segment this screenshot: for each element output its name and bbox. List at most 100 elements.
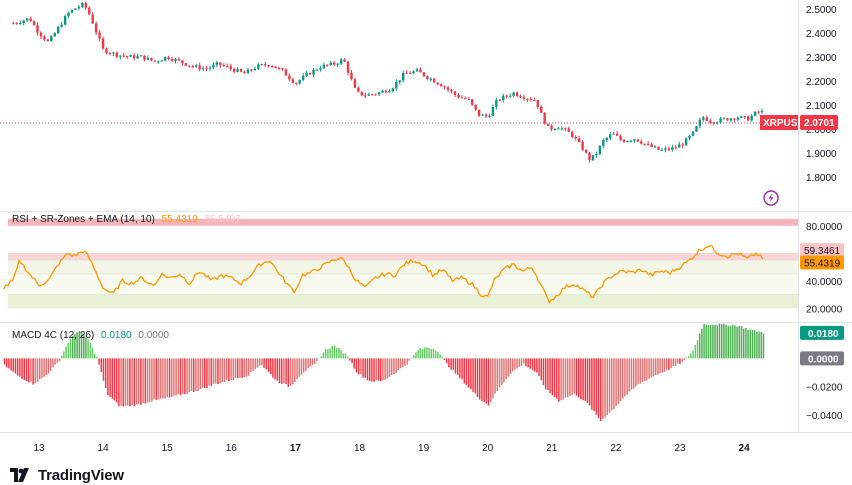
candle	[405, 70, 408, 74]
candle	[260, 63, 263, 66]
candle	[101, 36, 105, 51]
candle	[698, 117, 702, 129]
candle	[429, 77, 433, 82]
candle-body	[398, 80, 401, 83]
candle	[205, 65, 208, 72]
candle-body	[433, 78, 436, 83]
candle	[495, 97, 498, 110]
macd-bar	[727, 326, 730, 359]
candle	[84, 1, 88, 11]
macd-bar	[140, 358, 142, 405]
macd-bar	[49, 358, 52, 372]
macd-bar	[593, 358, 595, 412]
candle-body	[484, 114, 488, 117]
candle	[488, 113, 491, 118]
candle-body	[298, 80, 301, 84]
candle	[419, 67, 422, 73]
candle-body	[626, 141, 629, 143]
macd-axis: −0.0200 −0.0400	[806, 383, 843, 422]
candle	[374, 93, 377, 96]
price-pane[interactable]: 2.5000 2.4000 2.3000 2.2000 2.1000 2.0000 1.90…	[0, 1, 838, 206]
candle	[232, 67, 236, 74]
candle	[74, 8, 77, 10]
candle	[257, 62, 260, 70]
macd-bar	[113, 358, 116, 401]
macd-bar	[366, 358, 369, 381]
candle-body	[657, 146, 660, 150]
candle	[312, 68, 315, 78]
candle-body	[719, 118, 722, 123]
macd-bar	[316, 358, 318, 361]
macd-bar	[511, 358, 514, 372]
rsi-tick-label: 20.0000	[806, 304, 843, 315]
macd-bar	[5, 358, 8, 368]
macd-bar	[599, 358, 602, 421]
macd-pane[interactable]: −0.0200 −0.0400 0.0180 0.0000 MACD 4C (12,…	[3, 323, 844, 422]
candle-body	[743, 116, 746, 118]
candle	[329, 60, 332, 66]
macd-bar	[650, 358, 653, 378]
candle	[105, 47, 108, 55]
macd-histogram	[3, 323, 765, 421]
candle	[702, 115, 705, 122]
candle	[253, 66, 257, 71]
macd-bar	[738, 326, 741, 359]
candle-body	[571, 131, 574, 137]
candle-body	[439, 84, 443, 87]
macd-bar	[210, 358, 213, 386]
macd-bar	[177, 358, 180, 395]
candle	[740, 115, 743, 119]
macd-bar	[188, 358, 191, 392]
candle	[208, 66, 212, 71]
candle-body	[246, 69, 250, 74]
rsi-pane[interactable]: 80.0000 40.0000 20.0000 59.3461 55.4319 RSI…	[3, 214, 844, 315]
macd-bar	[201, 358, 204, 388]
macd-bar	[602, 358, 604, 419]
candle	[229, 63, 232, 71]
candle-body	[22, 20, 25, 23]
candle	[640, 139, 643, 145]
macd-bar	[588, 358, 591, 406]
candle-body	[581, 141, 584, 151]
macd-bar	[716, 325, 719, 359]
macd-bar	[463, 358, 466, 384]
rsi-tag-bg	[800, 243, 844, 258]
candle	[132, 53, 136, 61]
candle-body	[46, 39, 50, 41]
macd-bar	[562, 358, 565, 400]
candle-body	[691, 131, 695, 136]
candle-body	[191, 65, 194, 67]
candle	[377, 91, 381, 96]
candle	[357, 86, 360, 93]
candle	[46, 38, 50, 42]
candle	[650, 142, 653, 148]
candle-body	[250, 69, 253, 71]
macd-bar	[155, 358, 158, 400]
candle	[591, 155, 595, 162]
flash-icon[interactable]	[763, 190, 779, 206]
macd-bar	[305, 358, 307, 371]
candle-body	[67, 12, 70, 17]
candle	[70, 9, 74, 14]
macd-bar	[122, 358, 125, 407]
macd-bar	[575, 358, 578, 396]
candle-body	[622, 139, 626, 143]
brand[interactable]: TradingView	[10, 467, 124, 484]
candle-body	[522, 97, 526, 100]
time-axis[interactable]: 13 14 15 16 17 18 19 20 21 22 23 24	[33, 443, 750, 454]
macd-bar	[212, 358, 215, 385]
macd-bar	[296, 358, 298, 380]
candle	[412, 70, 415, 75]
candle	[743, 115, 746, 120]
candle-body	[270, 66, 274, 68]
candle	[339, 57, 343, 66]
macd-bar	[441, 356, 444, 359]
candle	[112, 51, 115, 57]
macd-bar	[146, 358, 149, 403]
sr-zone	[8, 218, 798, 226]
macd-bar	[289, 358, 292, 386]
candle	[32, 19, 36, 26]
macd-bar	[52, 358, 54, 368]
candle-body	[736, 117, 740, 120]
